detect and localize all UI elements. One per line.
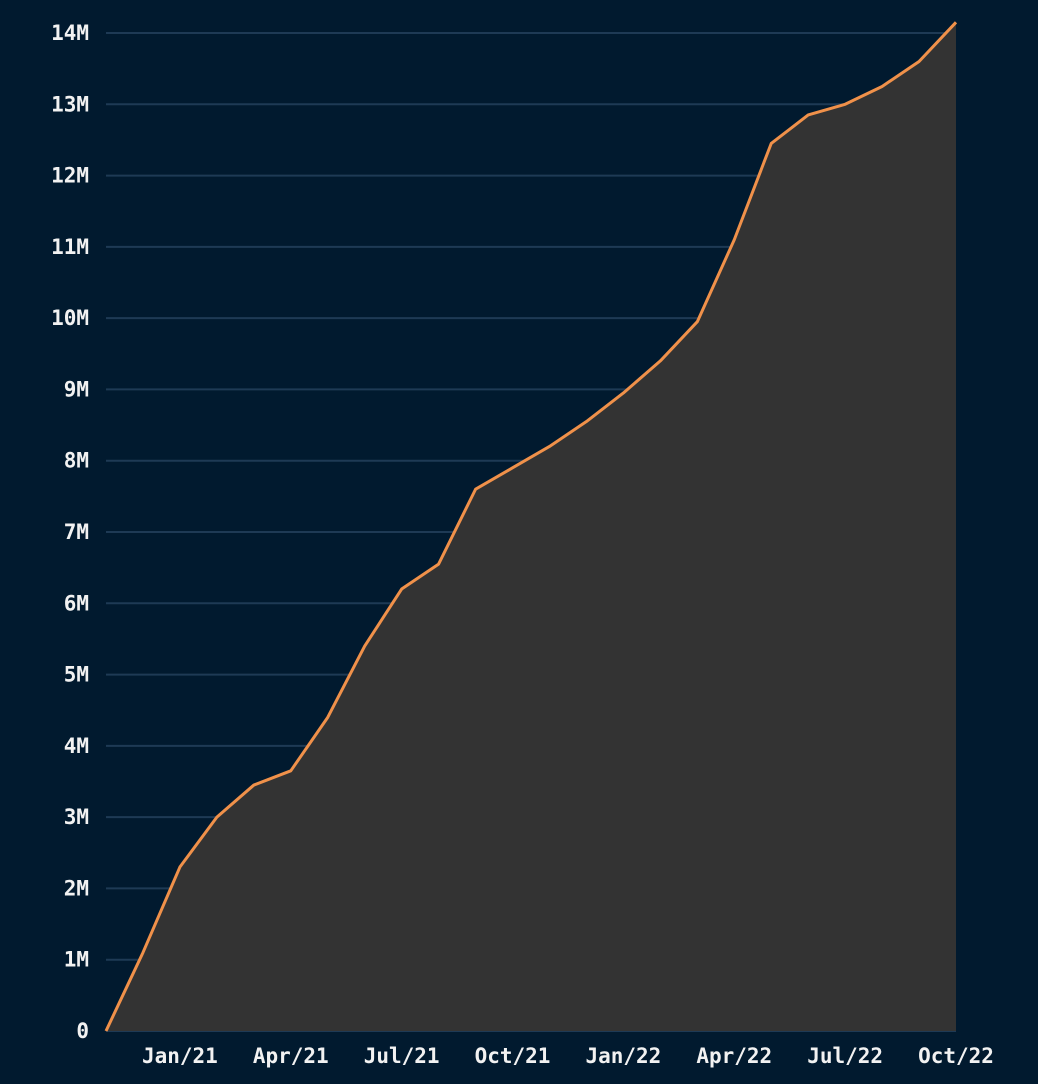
y-tick-label: 1M — [64, 948, 89, 972]
y-tick-label: 4M — [64, 734, 89, 758]
y-tick-label: 8M — [64, 449, 89, 473]
x-tick-label: Jul/22 — [807, 1044, 883, 1068]
area — [106, 22, 956, 1032]
x-tick-label: Apr/22 — [696, 1044, 772, 1068]
y-tick-label: 6M — [64, 591, 89, 615]
y-tick-label: 2M — [64, 876, 89, 900]
x-tick-label: Jan/21 — [142, 1044, 218, 1068]
y-tick-label: 3M — [64, 805, 89, 829]
y-tick-label: 10M — [51, 306, 89, 330]
y-tick-label: 9M — [64, 377, 89, 401]
x-tick-label: Oct/22 — [918, 1044, 994, 1068]
y-tick-label: 0 — [76, 1019, 89, 1043]
y-tick-label: 7M — [64, 520, 89, 544]
y-tick-label: 11M — [51, 235, 89, 259]
line — [104, 21, 958, 1032]
x-tick-label: Apr/21 — [253, 1044, 329, 1068]
x-tick-label: Jul/21 — [364, 1044, 440, 1068]
y-tick-label: 12M — [51, 164, 89, 188]
y-tick-label: 13M — [51, 92, 89, 116]
x-tick-label: Oct/21 — [475, 1044, 551, 1068]
y-tick-label: 5M — [64, 663, 89, 687]
x-tick-label: Jan/22 — [585, 1044, 661, 1068]
y-tick-label: 14M — [51, 21, 89, 45]
